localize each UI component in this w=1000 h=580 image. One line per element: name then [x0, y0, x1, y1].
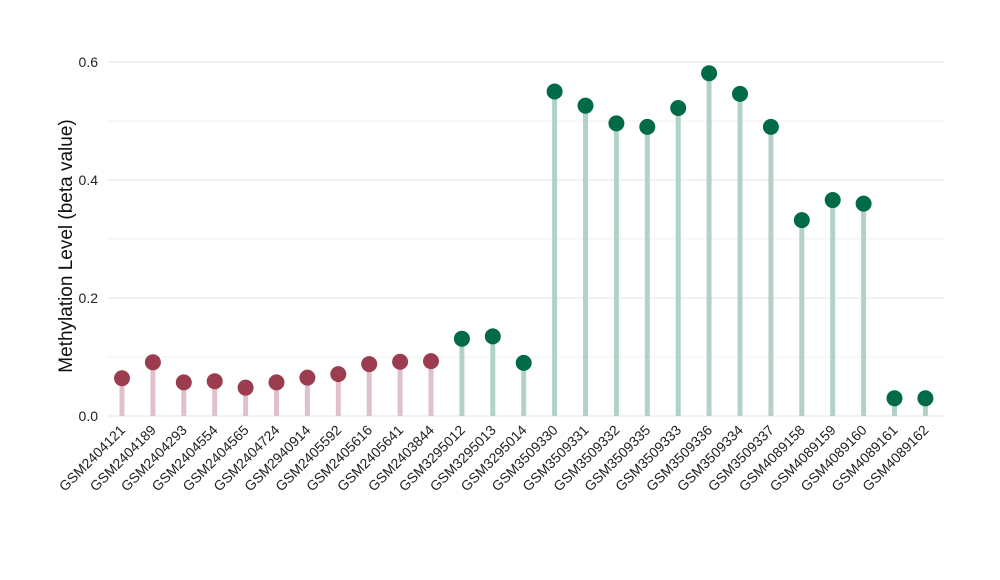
data-point — [175, 374, 192, 391]
data-point — [917, 390, 934, 407]
stem — [490, 336, 496, 416]
points — [114, 65, 934, 407]
data-point — [423, 353, 439, 370]
data-point — [299, 369, 316, 386]
data-point — [824, 192, 841, 209]
stem — [922, 398, 928, 416]
stem — [119, 378, 125, 416]
data-point — [515, 354, 532, 371]
stem — [799, 220, 805, 416]
y-axis: 0.0 0.2 0.4 0.6 — [79, 54, 99, 424]
stem — [892, 398, 897, 416]
data-point — [670, 100, 687, 117]
data-point — [577, 97, 594, 114]
stem — [583, 105, 588, 416]
stem — [644, 126, 650, 417]
data-point — [762, 118, 779, 135]
stem — [706, 73, 712, 417]
stem — [830, 200, 836, 416]
stem — [304, 377, 310, 416]
stem — [737, 93, 743, 417]
stem — [366, 364, 372, 416]
stem — [428, 361, 434, 416]
data-point — [206, 373, 223, 390]
stem — [212, 381, 218, 416]
data-point — [639, 118, 656, 135]
data-point — [546, 83, 563, 100]
stem — [861, 203, 867, 416]
data-point — [453, 330, 470, 347]
y-tick-label: 0.2 — [79, 290, 99, 306]
stem — [521, 362, 527, 416]
data-point — [608, 115, 625, 132]
stem — [459, 338, 465, 416]
data-point — [886, 390, 903, 407]
stem — [768, 126, 774, 417]
y-tick-label: 0.4 — [79, 172, 99, 188]
stem — [335, 374, 341, 416]
stem — [150, 362, 156, 416]
stem — [243, 387, 249, 416]
y-tick-label: 0.6 — [79, 54, 99, 70]
data-point — [732, 85, 748, 102]
data-point — [361, 356, 378, 373]
data-point — [330, 366, 347, 383]
x-axis: GSM2404121GSM2404189GSM2404293GSM2404554… — [56, 422, 932, 495]
stem — [552, 91, 558, 416]
data-point — [392, 353, 409, 370]
stem — [675, 108, 681, 417]
data-point — [484, 328, 501, 345]
stems — [119, 73, 928, 417]
data-point — [701, 65, 718, 82]
stem — [397, 361, 403, 416]
data-point — [268, 374, 285, 391]
data-point — [237, 379, 254, 396]
stem — [613, 123, 619, 417]
data-point — [114, 370, 130, 387]
stem — [274, 382, 279, 416]
y-tick-label: 0.0 — [79, 408, 99, 424]
data-point — [793, 212, 810, 229]
data-point — [144, 354, 161, 371]
y-axis-title: Methylation Level (beta value) — [56, 119, 77, 372]
stem — [181, 382, 187, 416]
data-point — [855, 195, 872, 212]
